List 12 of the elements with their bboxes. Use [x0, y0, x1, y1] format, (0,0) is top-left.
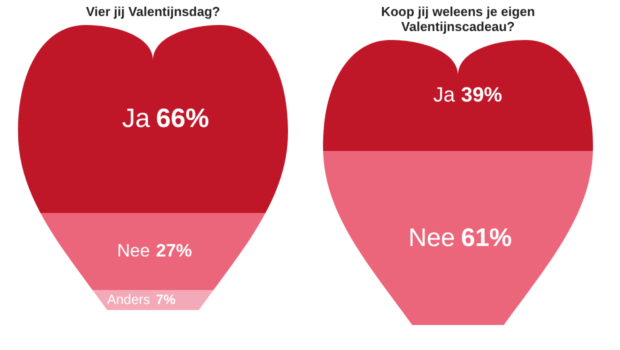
series-label: Anders	[107, 292, 150, 308]
series-label: Nee	[117, 240, 150, 261]
chart-title: Koop jij weleens je eigen Valentijnscadeau?	[381, 4, 535, 34]
data-label: 27%	[156, 240, 192, 261]
data-label: 39%	[461, 84, 502, 107]
series-label: Nee	[408, 224, 455, 252]
series-label: Ja	[433, 84, 456, 107]
data-label: 7%	[156, 292, 176, 308]
data-label: 61%	[461, 224, 512, 252]
chart-title: Vier jij Valentijnsdag?	[86, 4, 220, 19]
data-label: 66%	[156, 103, 210, 134]
series-label: Ja	[122, 103, 150, 134]
